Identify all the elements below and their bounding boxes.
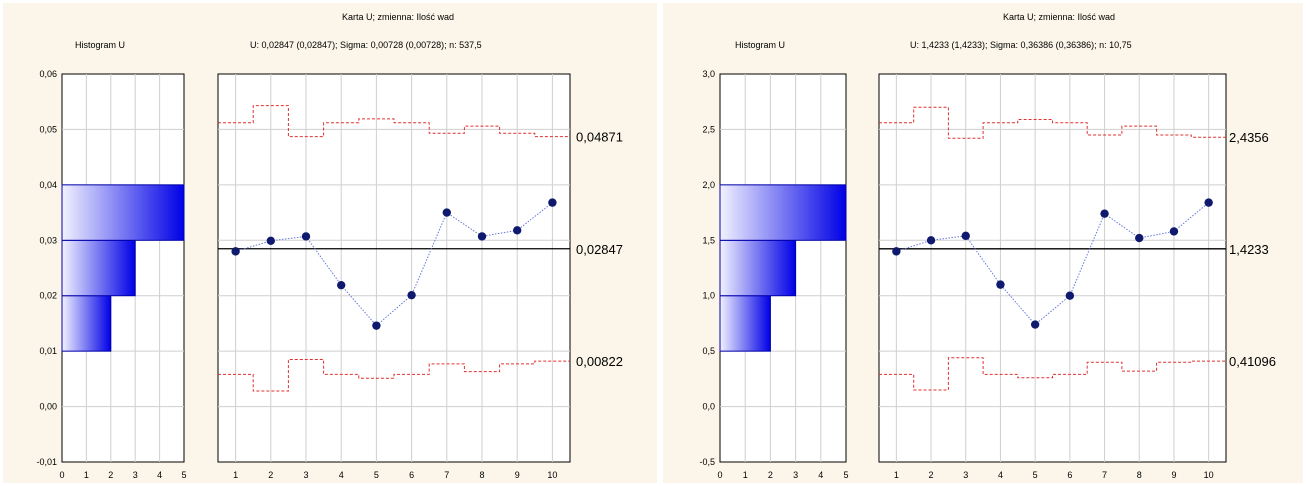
chart-2-x-tick: 6 bbox=[1067, 470, 1072, 480]
chart-2-data-point bbox=[1100, 209, 1109, 218]
chart-2-x-tick: 8 bbox=[1137, 470, 1142, 480]
chart-1-data-point bbox=[337, 280, 346, 290]
chart-1-x-tick: 2 bbox=[268, 470, 273, 480]
chart-2-x-tick: 10 bbox=[1204, 470, 1214, 480]
chart-1-histogram-bar bbox=[61, 239, 136, 297]
chart-2-data-point bbox=[1065, 291, 1075, 300]
chart-1-y-tick: 0,03 bbox=[39, 235, 57, 245]
chart-1-histogram-x-tick: 4 bbox=[157, 470, 162, 480]
chart-1-x-tick: 8 bbox=[479, 470, 484, 480]
chart-2-y-tick: 0,5 bbox=[702, 346, 715, 356]
chart-2-ucl-line bbox=[879, 106, 1226, 139]
chart-2-y-tick: -0,5 bbox=[699, 457, 715, 467]
chart-2-control-plot-area bbox=[878, 73, 1227, 463]
chart-1-ucl-label: 0,04871 bbox=[576, 130, 623, 145]
chart-2-y-tick: 1,5 bbox=[702, 235, 715, 245]
chart-1-y-tick: 0,06 bbox=[39, 69, 57, 79]
chart-2-ucl-label: 2,4356 bbox=[1229, 130, 1269, 145]
chart-1-data-point bbox=[301, 232, 311, 241]
chart-2-histogram-bar bbox=[719, 184, 847, 241]
chart-1-x-tick: 10 bbox=[547, 470, 557, 480]
chart-1-control-plot-area bbox=[217, 73, 571, 463]
chart-2-x-tick: 3 bbox=[963, 470, 968, 480]
chart-1-y-tick: 0,00 bbox=[39, 402, 57, 412]
chart-1-data-point bbox=[266, 236, 275, 246]
chart-1-data-point bbox=[548, 198, 557, 207]
chart-1-data-point bbox=[231, 247, 240, 256]
chart-2-center-label: 1,4233 bbox=[1229, 242, 1269, 257]
chart-2-data-point bbox=[926, 236, 936, 245]
chart-2-subtitle: U: 1,4233 (1,4233); Sigma: 0,36386 (0,36… bbox=[910, 40, 1132, 50]
chart-1-histogram-bar bbox=[61, 295, 112, 352]
chart-1-center-label: 0,02847 bbox=[576, 242, 623, 257]
chart-1-y-tick: 0,04 bbox=[39, 180, 57, 190]
chart-2-histogram-bar bbox=[719, 239, 797, 297]
chart-2-histogram-x-tick: 5 bbox=[843, 470, 848, 480]
chart-1-series-line bbox=[235, 202, 553, 327]
chart-2-data-point bbox=[892, 247, 901, 256]
chart-1-x-tick: 9 bbox=[515, 470, 520, 480]
chart-2-data-point bbox=[1030, 320, 1040, 329]
chart-1-x-tick: 3 bbox=[303, 470, 308, 480]
chart-2-y-tick: 1,0 bbox=[702, 291, 715, 301]
chart-1-histogram-x-tick: 0 bbox=[59, 470, 64, 480]
chart-2-x-tick: 1 bbox=[894, 470, 899, 480]
chart-2-histogram-x-tick: 2 bbox=[768, 470, 773, 480]
chart-2-histogram-x-tick: 4 bbox=[818, 470, 823, 480]
chart-1-title: Karta U; zmienna: Ilość wad bbox=[342, 12, 454, 22]
chart-2-lcl-label: 0,41096 bbox=[1229, 354, 1276, 369]
chart-1-histogram-x-tick: 1 bbox=[84, 470, 89, 480]
chart-2-x-tick: 4 bbox=[998, 470, 1003, 480]
chart-2-y-tick: 2,5 bbox=[702, 124, 715, 134]
chart-1-y-tick: 0,01 bbox=[39, 346, 57, 356]
chart-1-histogram-bar bbox=[61, 184, 185, 241]
chart-1-x-tick: 5 bbox=[374, 470, 379, 480]
chart-2-histogram-x-tick: 0 bbox=[717, 470, 722, 480]
chart-2-y-tick: 2,0 bbox=[702, 180, 715, 190]
chart-1-x-tick: 1 bbox=[233, 470, 238, 480]
chart-1-data-point bbox=[477, 232, 487, 241]
chart-2-data-point bbox=[1204, 198, 1213, 207]
chart-1-x-tick: 4 bbox=[339, 470, 344, 480]
chart-1-histogram-x-tick: 3 bbox=[133, 470, 138, 480]
chart-2-lcl-line bbox=[879, 357, 1226, 391]
chart-1-lcl-label: 0,00822 bbox=[576, 354, 623, 369]
chart-2-series-line bbox=[896, 202, 1209, 326]
chart-2-data-point bbox=[996, 280, 1005, 289]
chart-1-histogram-x-tick: 5 bbox=[181, 470, 186, 480]
chart-2-y-tick: 0,0 bbox=[702, 402, 715, 412]
chart-2-x-tick: 9 bbox=[1171, 470, 1176, 480]
chart-2-data-point bbox=[961, 231, 970, 241]
chart-1-data-point bbox=[442, 208, 451, 217]
chart-2-x-tick: 7 bbox=[1102, 470, 1107, 480]
chart-2-data-point bbox=[1135, 233, 1144, 243]
chart-2-x-tick: 2 bbox=[929, 470, 934, 480]
chart-1-x-tick: 6 bbox=[409, 470, 414, 480]
chart-1-subtitle: U: 0,02847 (0,02847); Sigma: 0,00728 (0,… bbox=[250, 40, 482, 50]
chart-1-data-point bbox=[513, 226, 522, 235]
chart-1-y-tick: -0,01 bbox=[36, 457, 57, 467]
chart-2-x-tick: 5 bbox=[1033, 470, 1038, 480]
chart-2-data-point bbox=[1169, 227, 1179, 236]
chart-2-histogram-bar bbox=[719, 295, 771, 352]
chart-1-data-point bbox=[407, 290, 416, 300]
chart-1-ucl-line bbox=[218, 105, 570, 138]
chart-1-y-tick: 0,02 bbox=[39, 291, 57, 301]
chart-2-histogram-x-tick: 3 bbox=[793, 470, 798, 480]
chart-1-histogram-x-tick: 2 bbox=[108, 470, 113, 480]
chart-2-title: Karta U; zmienna: Ilość wad bbox=[1003, 12, 1115, 22]
chart-1-data-point bbox=[372, 321, 381, 330]
chart-1-y-tick: 0,05 bbox=[39, 124, 57, 134]
chart-1-histogram-title: Histogram U bbox=[75, 40, 125, 50]
chart-2-y-tick: 3,0 bbox=[702, 69, 715, 79]
chart-1-x-tick: 7 bbox=[444, 470, 449, 480]
chart-2-histogram-x-tick: 1 bbox=[743, 470, 748, 480]
chart-1-lcl-line bbox=[218, 358, 570, 392]
chart-2-histogram-title: Histogram U bbox=[735, 40, 785, 50]
